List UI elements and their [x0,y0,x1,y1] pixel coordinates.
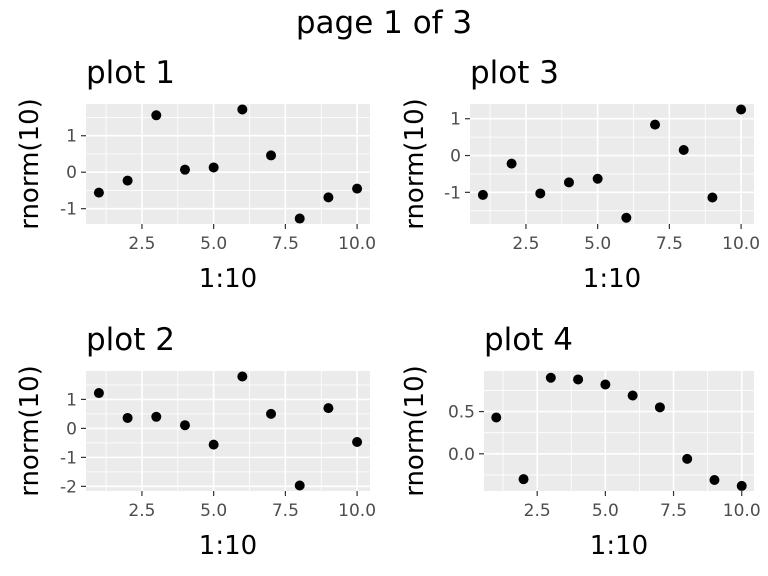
x-tick-label: 2.5 [512,234,539,254]
y-tick-label: 0 [66,419,77,439]
plot-panel-2: 2.5 5.0 7.5 10.0 -1 0 1 plot 3 1:10 rnorm(10) [400,55,760,294]
data-point [491,412,502,423]
y-tick-label: 1 [450,110,461,130]
y-tick-label: 0.5 [448,403,475,423]
panel-background [470,104,754,224]
data-point [352,183,363,194]
data-point [707,192,718,203]
y-tick-label: 1 [66,390,77,410]
panel-background [86,371,370,491]
data-point [208,162,219,173]
plot-panel-3: 2.5 5.0 7.5 10.0 -2 -1 0 1 plot 2 1:10 rnorm(10) [15,322,376,561]
data-point [294,213,305,224]
data-point [736,104,747,115]
x-axis-label: 1:10 [583,264,641,294]
data-point [573,374,584,385]
x-tick-label: 10.0 [722,234,760,254]
data-point [352,437,363,448]
data-point [621,212,632,223]
x-tick-label: 7.5 [272,501,299,521]
y-tick-label: -1 [444,183,461,203]
data-point [563,177,574,188]
data-point [736,480,747,491]
data-point [650,119,661,130]
x-tick-label: 10.0 [338,234,376,254]
x-tick-label: 5.0 [200,234,227,254]
data-point [535,188,546,199]
data-point [518,474,529,485]
data-point [237,104,248,115]
x-tick-label: 2.5 [524,501,551,521]
data-point [592,173,603,184]
panel-background [484,371,754,491]
data-point [208,439,219,450]
panel-background [86,104,370,224]
x-tick-label: 5.0 [200,501,227,521]
data-point [600,379,611,390]
y-tick-label: -1 [60,200,77,220]
data-point [678,145,689,156]
data-point [266,150,277,161]
data-point [266,408,277,419]
y-tick-label: -1 [60,448,77,468]
data-point [237,371,248,382]
plot-title: plot 3 [470,55,559,91]
x-axis-label: 1:10 [590,531,648,561]
plot-title: plot 1 [86,55,175,91]
data-point [545,372,556,383]
y-tick-label: -2 [60,477,77,497]
plot-panel-4: 2.5 5.0 7.5 10.0 0.0 0.5 plot 4 1:10 rnorm(10) [400,322,761,561]
data-point [323,192,334,203]
y-axis-label: rnorm(10) [15,365,45,497]
x-tick-label: 5.0 [592,501,619,521]
y-tick-label: 0 [66,163,77,183]
y-tick-label: 0.0 [448,445,475,465]
data-point [477,189,488,200]
x-tick-label: 7.5 [272,234,299,254]
data-point [323,403,334,414]
x-tick-label: 10.0 [723,501,761,521]
plot-title: plot 2 [86,322,175,358]
x-axis-label: 1:10 [199,531,257,561]
x-tick-label: 7.5 [660,501,687,521]
y-tick-label: 0 [450,147,461,167]
data-point [122,175,133,186]
x-tick-label: 7.5 [656,234,683,254]
data-point [179,420,190,431]
y-axis-label: rnorm(10) [15,98,45,230]
data-point [93,187,104,198]
data-point [151,110,162,121]
data-point [506,158,517,169]
x-axis-label: 1:10 [199,264,257,294]
data-point [682,453,693,464]
y-tick-label: 1 [66,127,77,147]
x-tick-label: 5.0 [584,234,611,254]
data-point [709,475,720,486]
data-point [151,411,162,422]
y-axis-label: rnorm(10) [400,98,430,230]
data-point [627,390,638,401]
x-tick-label: 2.5 [128,501,155,521]
plot-panel-1: 2.5 5.0 7.5 10.0 -1 0 1 plot 1 1:10 rnorm(10) [15,55,376,294]
data-point [122,412,133,423]
x-tick-label: 2.5 [128,234,155,254]
data-point [179,164,190,175]
x-tick-label: 10.0 [338,501,376,521]
data-point [93,388,104,399]
plot-title: plot 4 [484,322,573,358]
data-point [294,480,305,491]
y-axis-label: rnorm(10) [400,365,430,497]
page-title: page 1 of 3 [296,5,472,41]
data-point [654,402,665,413]
